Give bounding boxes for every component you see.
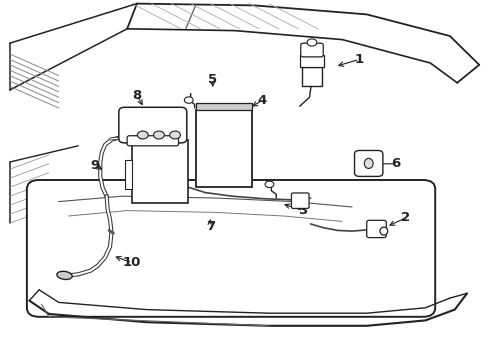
Bar	[195, 110, 251, 187]
Bar	[195, 103, 251, 110]
Text: 7: 7	[205, 220, 214, 233]
Circle shape	[153, 131, 164, 139]
Circle shape	[306, 39, 316, 46]
Circle shape	[169, 131, 180, 139]
FancyBboxPatch shape	[300, 43, 323, 57]
Bar	[137, 130, 183, 140]
Ellipse shape	[57, 271, 72, 279]
Circle shape	[264, 181, 273, 188]
Bar	[124, 160, 132, 189]
Circle shape	[184, 97, 193, 103]
Bar	[132, 140, 188, 203]
Bar	[300, 55, 323, 67]
FancyBboxPatch shape	[27, 180, 434, 317]
Bar	[302, 67, 321, 86]
FancyBboxPatch shape	[127, 136, 178, 146]
Text: 6: 6	[391, 157, 400, 170]
Circle shape	[137, 131, 148, 139]
FancyBboxPatch shape	[291, 193, 308, 208]
FancyBboxPatch shape	[366, 220, 386, 238]
Ellipse shape	[379, 227, 387, 235]
Text: 9: 9	[91, 159, 100, 172]
Text: 1: 1	[354, 53, 363, 66]
Ellipse shape	[364, 158, 372, 168]
Text: 3: 3	[298, 204, 307, 217]
FancyBboxPatch shape	[354, 150, 382, 176]
Text: 8: 8	[132, 89, 141, 102]
Text: 5: 5	[208, 73, 217, 86]
FancyBboxPatch shape	[119, 107, 186, 143]
Text: 2: 2	[401, 211, 409, 224]
Text: 4: 4	[257, 94, 265, 107]
Text: 10: 10	[122, 256, 141, 269]
